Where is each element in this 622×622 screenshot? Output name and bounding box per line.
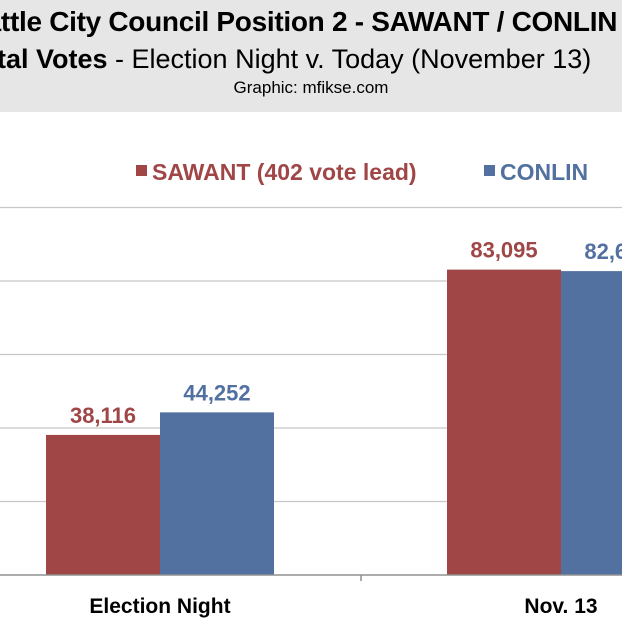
chart-subtitle-bold: Total Votes bbox=[0, 44, 108, 74]
category-label: Nov. 13 bbox=[524, 595, 597, 618]
chart-subtitle: Total Votes - Election Night v. Today (N… bbox=[0, 44, 591, 75]
legend-label: SAWANT (402 vote lead) bbox=[152, 159, 417, 185]
legend-swatch bbox=[136, 165, 147, 176]
data-label: 38,116 bbox=[70, 403, 136, 428]
bar-sawant bbox=[46, 434, 160, 575]
data-label: 82,693 bbox=[584, 239, 622, 264]
category-label: Election Night bbox=[89, 595, 230, 618]
bar-chart: 38,116 83,095 44,252 82,693 SAWANT (402 vot… bbox=[0, 159, 622, 618]
legend-swatch bbox=[484, 165, 495, 176]
bar-conlin bbox=[561, 271, 622, 575]
data-labels: 38,116 83,095 44,252 82,693 bbox=[70, 238, 622, 428]
chart-subtitle-rest: - Election Night v. Today (November 13) bbox=[107, 44, 592, 74]
bar-sawant bbox=[447, 269, 561, 575]
bar-conlin bbox=[160, 412, 274, 575]
legend: SAWANT (402 vote lead) CONLIN bbox=[136, 159, 588, 185]
chart-header: Seattle City Council Position 2 - SAWANT… bbox=[0, 0, 622, 112]
chart-credit: Graphic: mfikse.com bbox=[233, 78, 389, 97]
chart-title: Seattle City Council Position 2 - SAWANT… bbox=[0, 6, 618, 37]
data-label: 83,095 bbox=[470, 238, 537, 263]
x-axis: Election Night Nov. 13 bbox=[0, 574, 622, 618]
data-label: 44,252 bbox=[183, 380, 250, 405]
bars bbox=[46, 269, 622, 575]
legend-label: CONLIN bbox=[500, 159, 588, 185]
